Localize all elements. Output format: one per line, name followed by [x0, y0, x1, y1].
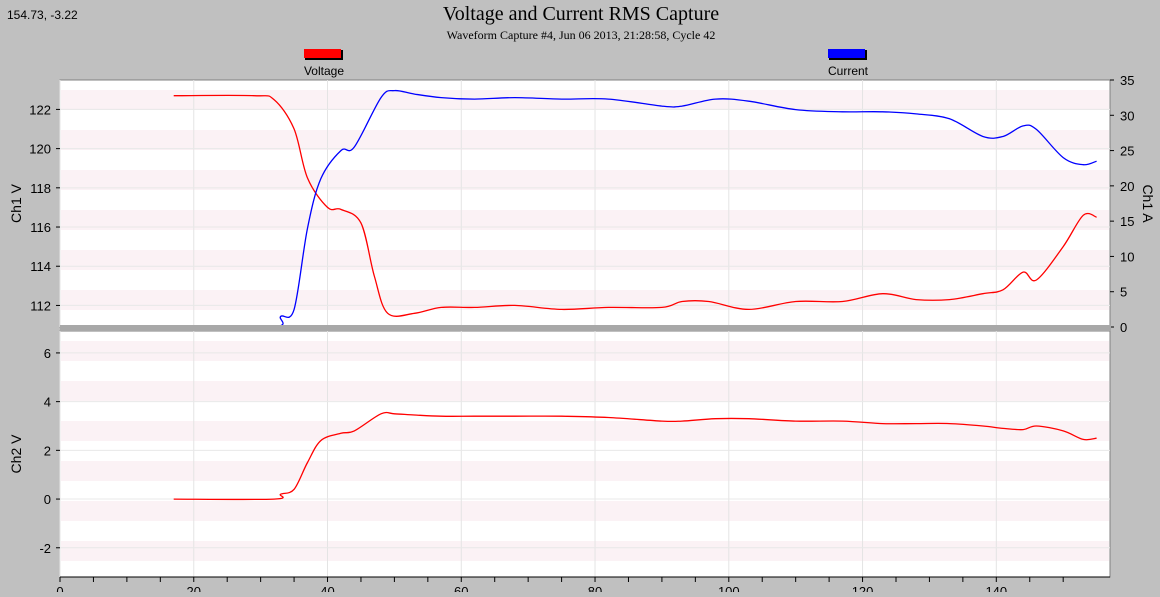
legend-swatch — [304, 49, 341, 58]
legend-swatch — [828, 49, 865, 58]
legend-label: Current — [828, 64, 869, 78]
plot-area — [59, 79, 1111, 328]
series-line-voltage — [173, 94, 1097, 317]
x-tick-label: 0 — [56, 584, 63, 592]
chart-title: Voltage and Current RMS Capture — [443, 3, 719, 25]
right-tick-label: 20 — [1120, 179, 1134, 194]
shading-band — [61, 130, 1109, 150]
shading-band — [61, 250, 1109, 270]
x-tick-label: 120 — [852, 584, 874, 592]
left-tick-label: 2 — [44, 443, 51, 458]
left-tick-label: -2 — [39, 541, 51, 556]
shading-band — [61, 210, 1109, 230]
right-tick-label: 35 — [1120, 73, 1134, 88]
shading-band — [61, 170, 1109, 190]
panel-splitter — [60, 325, 1111, 331]
shading-band — [61, 461, 1109, 481]
left-tick-label: 4 — [44, 395, 51, 410]
legend-item-current: Current — [828, 49, 869, 78]
left-tick-label: 122 — [29, 102, 51, 117]
legend-item-voltage: Voltage — [304, 49, 344, 78]
left-tick-label: 6 — [44, 346, 51, 361]
left-axis-label: Ch2 V — [8, 434, 24, 474]
gridlines — [59, 331, 1110, 577]
left-tick-label: 112 — [30, 298, 51, 313]
x-tick-label: 140 — [985, 584, 1007, 592]
panel-lower: -2 0 2 4 6 Ch2 V — [8, 330, 1111, 578]
series-line-ch2-v — [173, 411, 1097, 501]
right-tick-label: 10 — [1120, 249, 1134, 264]
legend-label: Voltage — [304, 64, 344, 78]
series-line-current — [173, 89, 1097, 329]
left-axis-label: Ch1 V — [8, 183, 24, 223]
right-tick-label: 5 — [1120, 285, 1127, 300]
x-tick-label: 20 — [187, 584, 201, 592]
chart-subtitle: Waveform Capture #4, Jun 06 2013, 21:28:… — [447, 28, 716, 42]
shading-band — [61, 341, 1109, 361]
right-axis-label: Ch1 A — [1140, 184, 1156, 223]
left-tick-label: 118 — [30, 181, 51, 196]
coordinate-readout: 154.73, -3.22 — [7, 8, 78, 22]
right-tick-label: 25 — [1120, 144, 1134, 159]
panel-upper: 112 114 116 118 120 122 Ch1 V 0 5 10 15 20 25 30 35 Ch1… — [8, 73, 1156, 335]
shading-bands — [61, 341, 1109, 561]
right-tick-label: 15 — [1120, 214, 1134, 229]
plot-area — [59, 330, 1111, 578]
left-tick-label: 116 — [30, 220, 51, 235]
x-tick-label: 60 — [454, 584, 468, 592]
shading-band — [61, 501, 1109, 521]
left-tick-label: 114 — [30, 259, 51, 274]
shading-band — [61, 541, 1109, 561]
x-tick-label: 100 — [718, 584, 740, 592]
x-tick-label: 40 — [320, 584, 334, 592]
legend: Voltage Current — [304, 49, 869, 78]
gridlines — [59, 80, 1110, 327]
right-tick-label: 30 — [1120, 108, 1134, 123]
left-tick-label: 120 — [29, 142, 51, 157]
right-tick-label: 0 — [1120, 320, 1127, 335]
x-tick-label: 80 — [588, 584, 602, 592]
shading-band — [61, 90, 1109, 110]
left-tick-label: 0 — [44, 492, 51, 507]
shading-band — [61, 421, 1109, 441]
shading-band — [61, 381, 1109, 401]
